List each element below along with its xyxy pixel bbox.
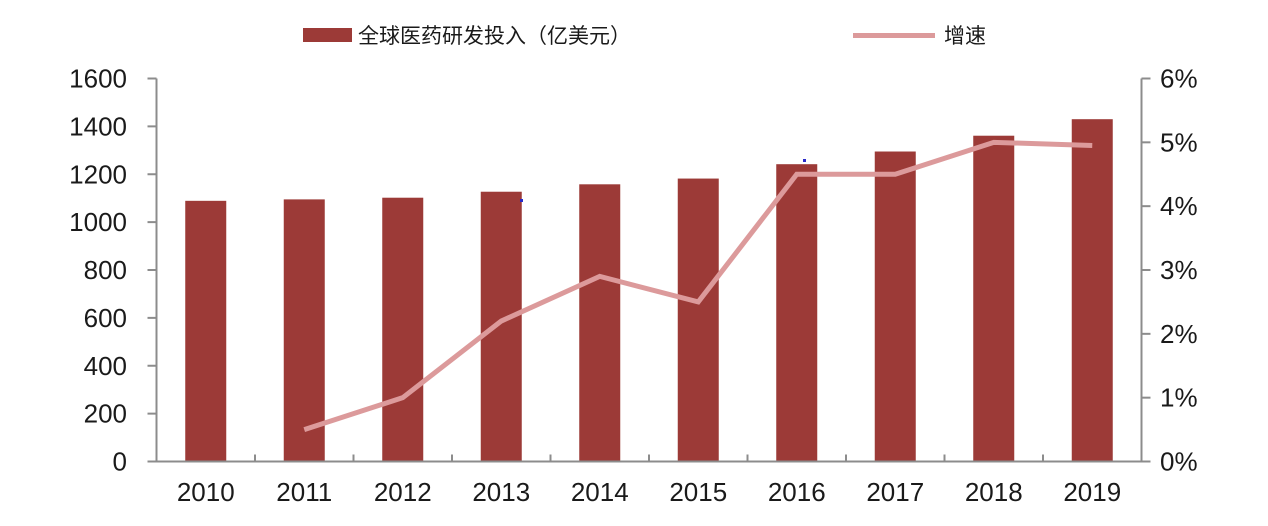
bar-2019 (1071, 119, 1113, 462)
legend-line-label: 增速 (944, 25, 986, 48)
bar-2017 (874, 151, 916, 462)
x-tick-label: 2016 (768, 477, 826, 507)
bar-2018 (973, 135, 1015, 462)
bar-2010 (185, 200, 227, 462)
left-tick-label: 1200 (69, 159, 127, 189)
left-tick-label: 200 (84, 399, 127, 429)
bar-2012 (382, 197, 424, 462)
x-tick-label: 2011 (276, 477, 332, 507)
bar-2015 (677, 178, 719, 462)
growth-line (303, 139, 1093, 432)
right-tick-label: 0% (1160, 447, 1198, 477)
left-tick-label: 800 (84, 255, 127, 285)
left-tick-label: 600 (84, 303, 127, 333)
right-tick-label: 4% (1160, 191, 1198, 221)
artifact-dot (520, 199, 523, 202)
right-tick-label: 5% (1160, 127, 1198, 157)
x-tick-label: 2018 (965, 477, 1023, 507)
legend-bar-swatch (303, 28, 352, 42)
x-tick-label: 2013 (472, 477, 530, 507)
legend-bar-label: 全球医药研发投入（亿美元） (358, 25, 631, 48)
bar-2011 (283, 199, 325, 462)
x-tick-label: 2012 (374, 477, 432, 507)
left-tick-label: 400 (84, 351, 127, 381)
bar-2016 (776, 164, 818, 462)
legend-line-swatch (853, 32, 935, 38)
x-tick-label: 2019 (1063, 477, 1121, 507)
left-tick-label: 1600 (69, 64, 127, 94)
artifact-dot (803, 159, 806, 162)
right-tick-label: 6% (1160, 64, 1198, 94)
bar-2013 (480, 191, 522, 462)
left-tick-label: 1400 (69, 111, 127, 141)
right-tick-label: 1% (1160, 383, 1198, 413)
x-tick-label: 2014 (571, 477, 629, 507)
bar-2014 (579, 184, 621, 462)
left-tick-label: 1000 (69, 207, 127, 237)
x-tick-label: 2010 (177, 477, 235, 507)
left-tick-label: 0 (113, 447, 127, 477)
x-tick-label: 2017 (866, 477, 924, 507)
legend-item-rd-investment: 全球医药研发投入（亿美元） (303, 22, 631, 48)
x-tick-label: 2015 (669, 477, 727, 507)
legend-item-growth-rate: 增速 (853, 22, 986, 48)
right-tick-label: 3% (1160, 255, 1198, 285)
right-tick-label: 2% (1160, 319, 1198, 349)
